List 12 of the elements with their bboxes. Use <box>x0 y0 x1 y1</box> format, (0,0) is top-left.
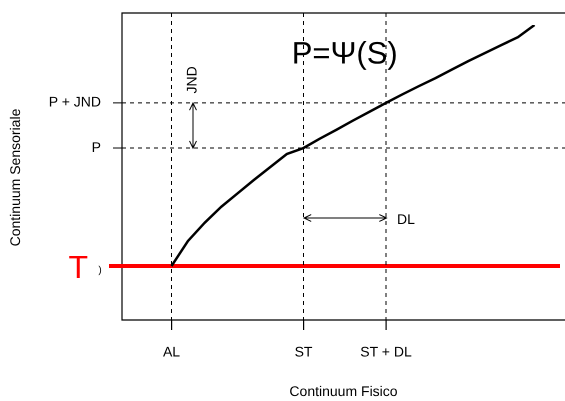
x-tick-label: ST + DL <box>360 343 412 360</box>
x-tick-label: ST <box>294 343 313 360</box>
annotation: DL <box>397 210 416 227</box>
ref-line-label: T <box>68 248 88 285</box>
text: ) <box>98 264 102 276</box>
x-tick-label: AL <box>162 343 180 360</box>
text: Continuum Sensoriale <box>6 108 23 246</box>
ref-line-label: P + JND <box>48 94 101 110</box>
x-axis-title: Continuum Fisico <box>289 382 398 399</box>
annotation: JND <box>183 66 200 94</box>
ref-line-label: P <box>92 138 101 155</box>
annotation: P=Ψ(S) <box>292 36 398 71</box>
